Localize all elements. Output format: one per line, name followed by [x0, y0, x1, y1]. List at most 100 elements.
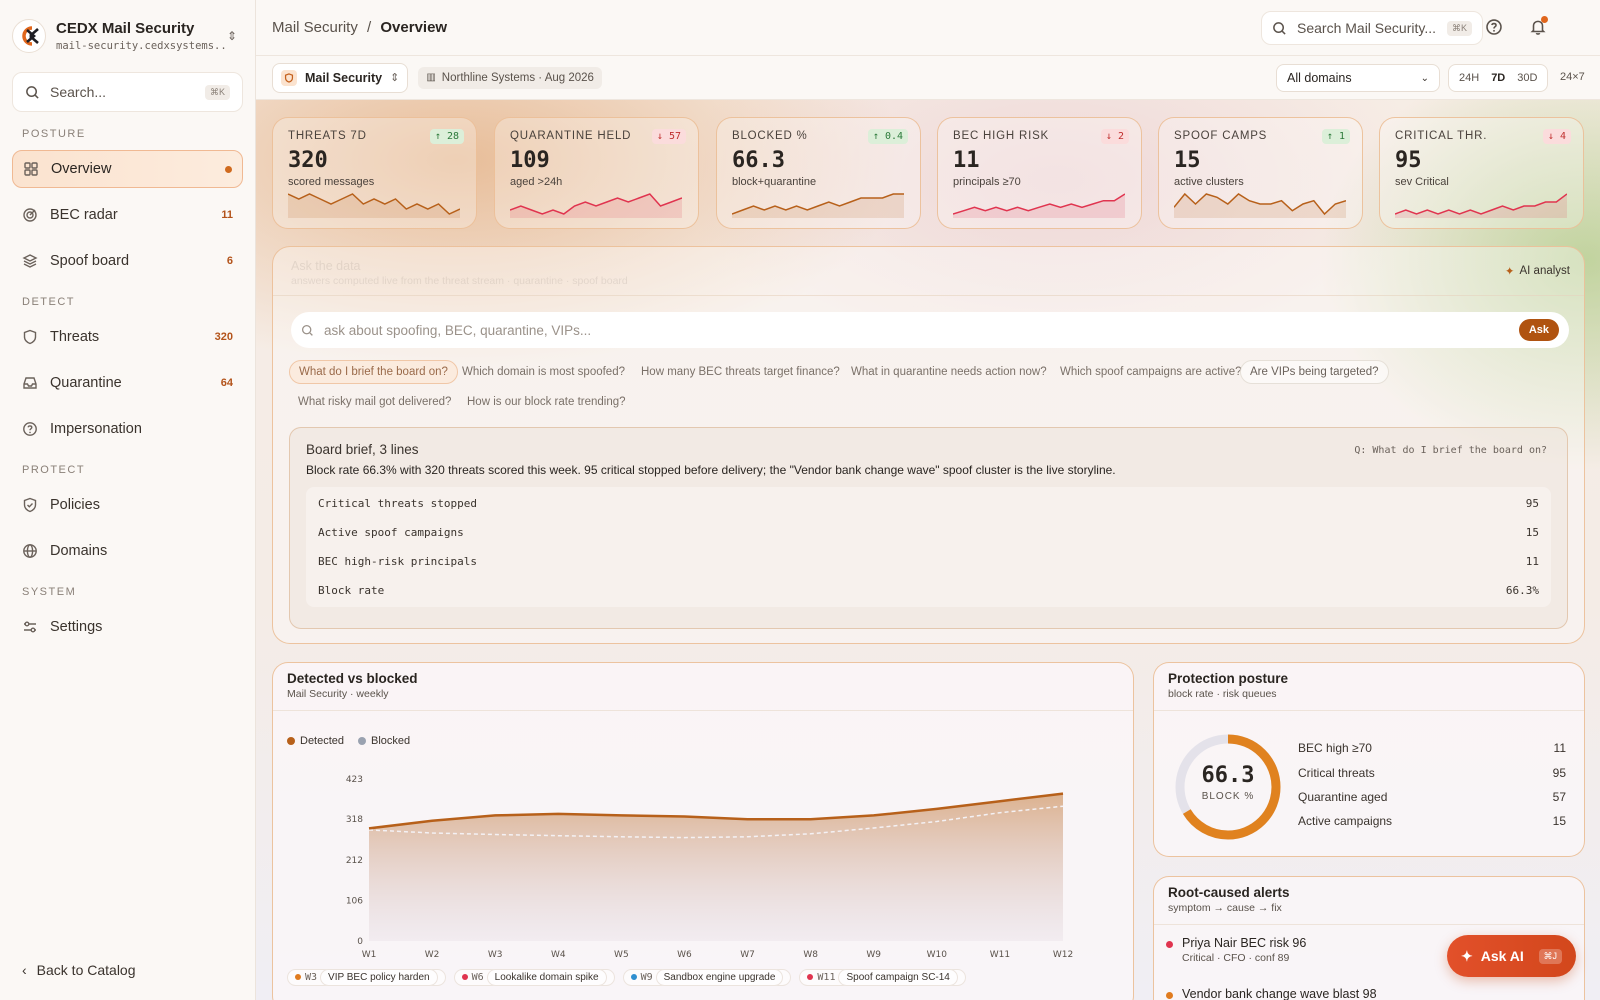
kpi-card[interactable]: THREATS 7D 320 scored messages ↑ 28	[272, 117, 477, 229]
top-search-input[interactable]: Search Mail Security... ⌘K	[1261, 11, 1483, 45]
kpi-card[interactable]: BLOCKED % 66.3 block+quarantine ↑ 0.4	[716, 117, 921, 229]
kpi-value: 95	[1395, 148, 1422, 173]
topbar: Mail Security / Overview Search Mail Sec…	[256, 0, 1600, 56]
sparkline-line	[510, 193, 682, 215]
sidebar-item-bec-radar[interactable]: BEC radar 11	[12, 196, 243, 234]
sidebar-item-impersonation[interactable]: Impersonation	[12, 410, 243, 448]
brief-row-label: BEC high-risk principals	[318, 555, 477, 568]
alert-item[interactable]: Priya Nair BEC risk 96 Critical · CFO · c…	[1166, 936, 1306, 964]
annotation-chip[interactable]: W6 Lookalike domain spike	[453, 969, 615, 986]
detected-area	[369, 793, 1063, 941]
sidebar-item-domains[interactable]: Domains	[12, 532, 243, 570]
sidebar-item-settings[interactable]: Settings	[12, 608, 243, 646]
bell-icon[interactable]	[1529, 16, 1548, 36]
blocked-line	[368, 805, 1064, 839]
section-protect: PROTECT	[22, 464, 86, 476]
kpi-value: 11	[953, 148, 980, 173]
annotation-chip[interactable]: W3 VIP BEC policy harden	[287, 969, 446, 986]
ai-badge-label: AI analyst	[1519, 265, 1571, 277]
brand-logo	[12, 19, 46, 53]
sparkle-icon: ✦	[1461, 947, 1473, 964]
kpi-card[interactable]: SPOOF CAMPS 15 active clusters ↑ 1	[1158, 117, 1363, 229]
x-tick-label: W2	[425, 950, 440, 960]
kpi-card[interactable]: BEC HIGH RISK 11 principals ≥70 ↓ 2	[937, 117, 1142, 229]
ai-panel-subtitle: answers computed live from the threat st…	[291, 275, 628, 287]
severity-dot	[1166, 992, 1173, 999]
donut-fill	[1175, 734, 1281, 840]
arrow-up-icon: ↑	[872, 131, 879, 142]
sliders-icon	[22, 619, 38, 635]
board-brief: Board brief, 3 lines Q: What do I brief …	[289, 427, 1568, 629]
annotation-chip[interactable]: W11 Spoof campaign SC-14	[799, 969, 966, 986]
alert-item[interactable]: Vendor bank change wave blast 98	[1166, 987, 1377, 1000]
suggestion-chip[interactable]: What risky mail got delivered?	[298, 396, 452, 408]
suggestion-chip[interactable]: Which domain is most spoofed?	[462, 366, 625, 378]
kpi-sub: active clusters	[1174, 176, 1244, 188]
ask-ai-button[interactable]: ✦ Ask AI ⌘J	[1447, 935, 1576, 977]
sidebar-item-threats[interactable]: Threats 320	[12, 318, 243, 356]
domain-select[interactable]: All domains ⌄	[1276, 64, 1440, 92]
sidebar-item-spoof-board[interactable]: Spoof board 6	[12, 242, 243, 280]
kpi-card[interactable]: QUARANTINE HELD 109 aged >24h ↓ 57	[494, 117, 699, 229]
kpi-card[interactable]: CRITICAL THR. 95 sev Critical ↓ 4	[1379, 117, 1584, 229]
alert-title: Priya Nair BEC risk 96	[1182, 936, 1307, 950]
brief-row-label: Critical threats stopped	[318, 497, 477, 510]
kpi-delta: ↓ 57	[651, 129, 686, 144]
suggestion-chip[interactable]: Which spoof campaigns are active?	[1060, 366, 1242, 378]
chart-title: Detected vs blocked	[287, 671, 418, 686]
brand-title: CEDX Mail Security	[56, 20, 195, 37]
suggestion-chip[interactable]: What do I brief the board on?	[289, 360, 458, 384]
posture-row: BEC high ≥70 11	[1298, 741, 1566, 755]
annotation-dot	[807, 974, 814, 981]
posture-subtitle: block rate · risk queues	[1168, 688, 1277, 700]
legend-item[interactable]: Detected	[287, 735, 344, 747]
brief-row-label: Block rate	[318, 584, 385, 597]
posture-row-value: 15	[1552, 814, 1566, 828]
range-24x7[interactable]: 24×7	[1560, 71, 1585, 83]
annotation-chip[interactable]: W9 Sandbox engine upgrade	[622, 969, 792, 986]
suggestion-chip[interactable]: Are VIPs being targeted?	[1240, 360, 1389, 384]
kpi-sub: scored messages	[288, 176, 375, 188]
suggestion-chip[interactable]: What in quarantine needs action now?	[851, 366, 1047, 378]
sparkline-area	[288, 194, 460, 218]
legend-item[interactable]: Blocked	[358, 735, 410, 747]
breadcrumb-separator: /	[367, 19, 372, 36]
kpi-value: 66.3	[732, 148, 785, 173]
ask-ai-label: Ask AI	[1480, 948, 1524, 964]
sidebar-item-overview[interactable]: Overview	[12, 150, 243, 188]
radar-icon	[22, 207, 38, 223]
ask-input[interactable]: ask about spoofing, BEC, quarantine, VIP…	[291, 312, 1569, 348]
annotation-label: Lookalike domain spike	[486, 969, 607, 986]
sparkline-area	[1174, 194, 1346, 218]
kpi-delta-value: 0.4	[884, 131, 903, 142]
breadcrumb-parent[interactable]: Mail Security	[272, 19, 358, 36]
sparkline-line	[732, 193, 904, 215]
sidebar-item-policies[interactable]: Policies	[12, 486, 243, 524]
sidebar-item-label: Spoof board	[50, 253, 130, 269]
sidebar-item-label: Domains	[50, 543, 108, 559]
sidebar-search[interactable]: Search... ⌘K	[12, 72, 243, 112]
domain-select-value: All domains	[1287, 71, 1352, 85]
ask-button[interactable]: Ask	[1518, 319, 1559, 341]
globe-icon	[22, 543, 38, 559]
range-30d[interactable]: 30D	[1517, 72, 1538, 84]
posture-row-label: Active campaigns	[1298, 814, 1393, 828]
suggestion-chip[interactable]: How is our block rate trending?	[467, 396, 626, 408]
brand-switcher[interactable]: CEDX Mail Security mail-security.cedxsys…	[0, 0, 255, 58]
suggestion-chip[interactable]: How many BEC threats target finance?	[641, 366, 840, 378]
back-to-catalog-link[interactable]: ‹ Back to Catalog	[22, 962, 136, 978]
sparkline-line	[288, 193, 460, 215]
help-icon[interactable]	[1485, 18, 1503, 36]
product-switcher[interactable]: Mail Security ⇕	[272, 62, 409, 93]
sidebar-item-label: Policies	[50, 497, 100, 513]
sidebar-item-count: 6	[226, 255, 233, 267]
product-label: Mail Security	[305, 70, 383, 85]
sparkline-line	[1174, 192, 1346, 216]
range-24h[interactable]: 24H	[1459, 72, 1480, 84]
shield-check-icon	[22, 497, 38, 513]
annotation-week: W3	[305, 972, 318, 983]
arrow-up-icon: ↑	[434, 131, 441, 142]
range-7d[interactable]: 7D	[1491, 72, 1506, 84]
annotation-week: W6	[471, 972, 484, 983]
sidebar-item-quarantine[interactable]: Quarantine 64	[12, 364, 243, 402]
